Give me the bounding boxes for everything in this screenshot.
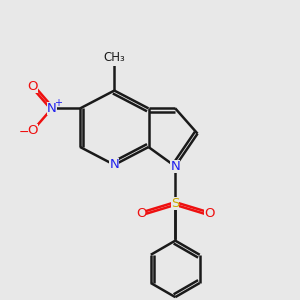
Text: +: + <box>55 98 62 108</box>
Text: N: N <box>47 102 57 115</box>
Text: O: O <box>204 207 215 220</box>
Text: N: N <box>110 158 119 171</box>
Text: CH₃: CH₃ <box>103 51 125 64</box>
Text: N: N <box>170 160 180 173</box>
Text: O: O <box>27 124 38 137</box>
Text: S: S <box>171 197 179 210</box>
Text: O: O <box>27 80 38 93</box>
Text: −: − <box>19 126 29 139</box>
Text: O: O <box>136 207 146 220</box>
